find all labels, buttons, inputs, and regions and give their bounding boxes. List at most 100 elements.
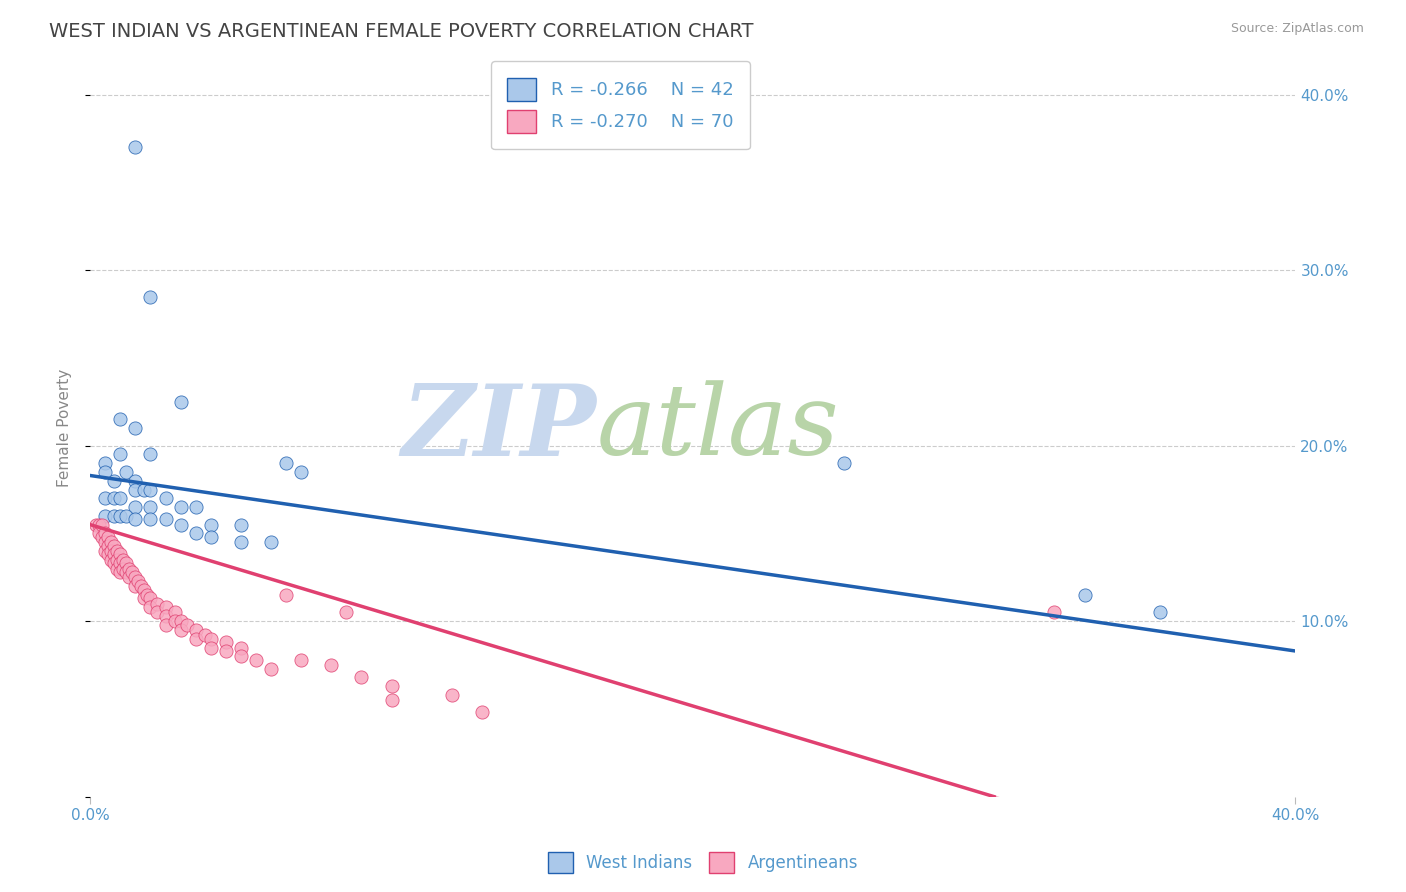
Point xyxy=(229,640,252,655)
Point xyxy=(184,526,207,541)
Point xyxy=(139,447,162,461)
Point xyxy=(97,548,120,562)
Point xyxy=(100,535,122,549)
Point xyxy=(169,394,191,409)
Point xyxy=(94,465,117,479)
Point xyxy=(91,530,114,544)
Point xyxy=(94,526,117,541)
Point xyxy=(139,289,162,303)
Point xyxy=(110,447,132,461)
Point xyxy=(155,512,177,526)
Point xyxy=(176,617,198,632)
Point xyxy=(112,553,135,567)
Point xyxy=(94,456,117,470)
Point xyxy=(94,508,117,523)
Point xyxy=(103,474,125,488)
Point xyxy=(145,606,167,620)
Point xyxy=(121,565,143,579)
Point xyxy=(245,653,267,667)
Point xyxy=(124,474,146,488)
Point xyxy=(115,565,138,579)
Point xyxy=(115,556,138,570)
Point xyxy=(290,465,312,479)
Point xyxy=(103,548,125,562)
Point xyxy=(215,635,238,649)
Y-axis label: Female Poverty: Female Poverty xyxy=(58,369,72,487)
Point xyxy=(274,456,297,470)
Point xyxy=(115,508,138,523)
Point xyxy=(139,591,162,606)
Point xyxy=(136,588,159,602)
Point xyxy=(134,582,156,597)
Point xyxy=(84,517,107,532)
Point xyxy=(94,544,117,558)
Point xyxy=(94,535,117,549)
Point xyxy=(118,570,141,584)
Point xyxy=(321,658,343,673)
Point xyxy=(380,679,402,693)
Point xyxy=(229,517,252,532)
Point xyxy=(94,491,117,506)
Point xyxy=(124,421,146,435)
Point xyxy=(184,632,207,646)
Point xyxy=(110,556,132,570)
Point xyxy=(184,623,207,637)
Point xyxy=(260,662,283,676)
Point xyxy=(139,512,162,526)
Point xyxy=(380,693,402,707)
Point xyxy=(335,606,357,620)
Point xyxy=(103,491,125,506)
Point xyxy=(194,628,217,642)
Point xyxy=(97,530,120,544)
Point xyxy=(200,640,222,655)
Legend: West Indians, Argentineans: West Indians, Argentineans xyxy=(541,846,865,880)
Point xyxy=(163,606,186,620)
Point xyxy=(103,508,125,523)
Point xyxy=(124,512,146,526)
Point xyxy=(350,670,373,684)
Point xyxy=(110,548,132,562)
Point xyxy=(229,535,252,549)
Point xyxy=(184,500,207,515)
Point xyxy=(89,526,111,541)
Point xyxy=(97,539,120,553)
Text: atlas: atlas xyxy=(596,381,839,475)
Point xyxy=(169,500,191,515)
Point xyxy=(200,632,222,646)
Point xyxy=(832,456,855,470)
Point xyxy=(1149,606,1171,620)
Point xyxy=(155,617,177,632)
Point xyxy=(215,644,238,658)
Point xyxy=(124,483,146,497)
Legend: R = -0.266    N = 42, R = -0.270    N = 70: R = -0.266 N = 42, R = -0.270 N = 70 xyxy=(491,62,749,149)
Point xyxy=(155,600,177,615)
Text: Source: ZipAtlas.com: Source: ZipAtlas.com xyxy=(1230,22,1364,36)
Point xyxy=(100,553,122,567)
Point xyxy=(229,649,252,664)
Point xyxy=(169,614,191,628)
Point xyxy=(110,412,132,426)
Point xyxy=(105,553,128,567)
Point xyxy=(124,140,146,154)
Point xyxy=(169,517,191,532)
Point xyxy=(1073,588,1095,602)
Point xyxy=(274,588,297,602)
Point xyxy=(112,561,135,575)
Point xyxy=(260,535,283,549)
Point xyxy=(105,561,128,575)
Point xyxy=(110,565,132,579)
Point xyxy=(155,491,177,506)
Point xyxy=(200,517,222,532)
Point xyxy=(169,623,191,637)
Point xyxy=(110,491,132,506)
Point xyxy=(440,688,463,702)
Point xyxy=(200,530,222,544)
Point xyxy=(91,517,114,532)
Point xyxy=(118,561,141,575)
Point xyxy=(131,579,153,593)
Point xyxy=(134,591,156,606)
Point xyxy=(115,465,138,479)
Point xyxy=(163,614,186,628)
Point xyxy=(110,508,132,523)
Point xyxy=(124,500,146,515)
